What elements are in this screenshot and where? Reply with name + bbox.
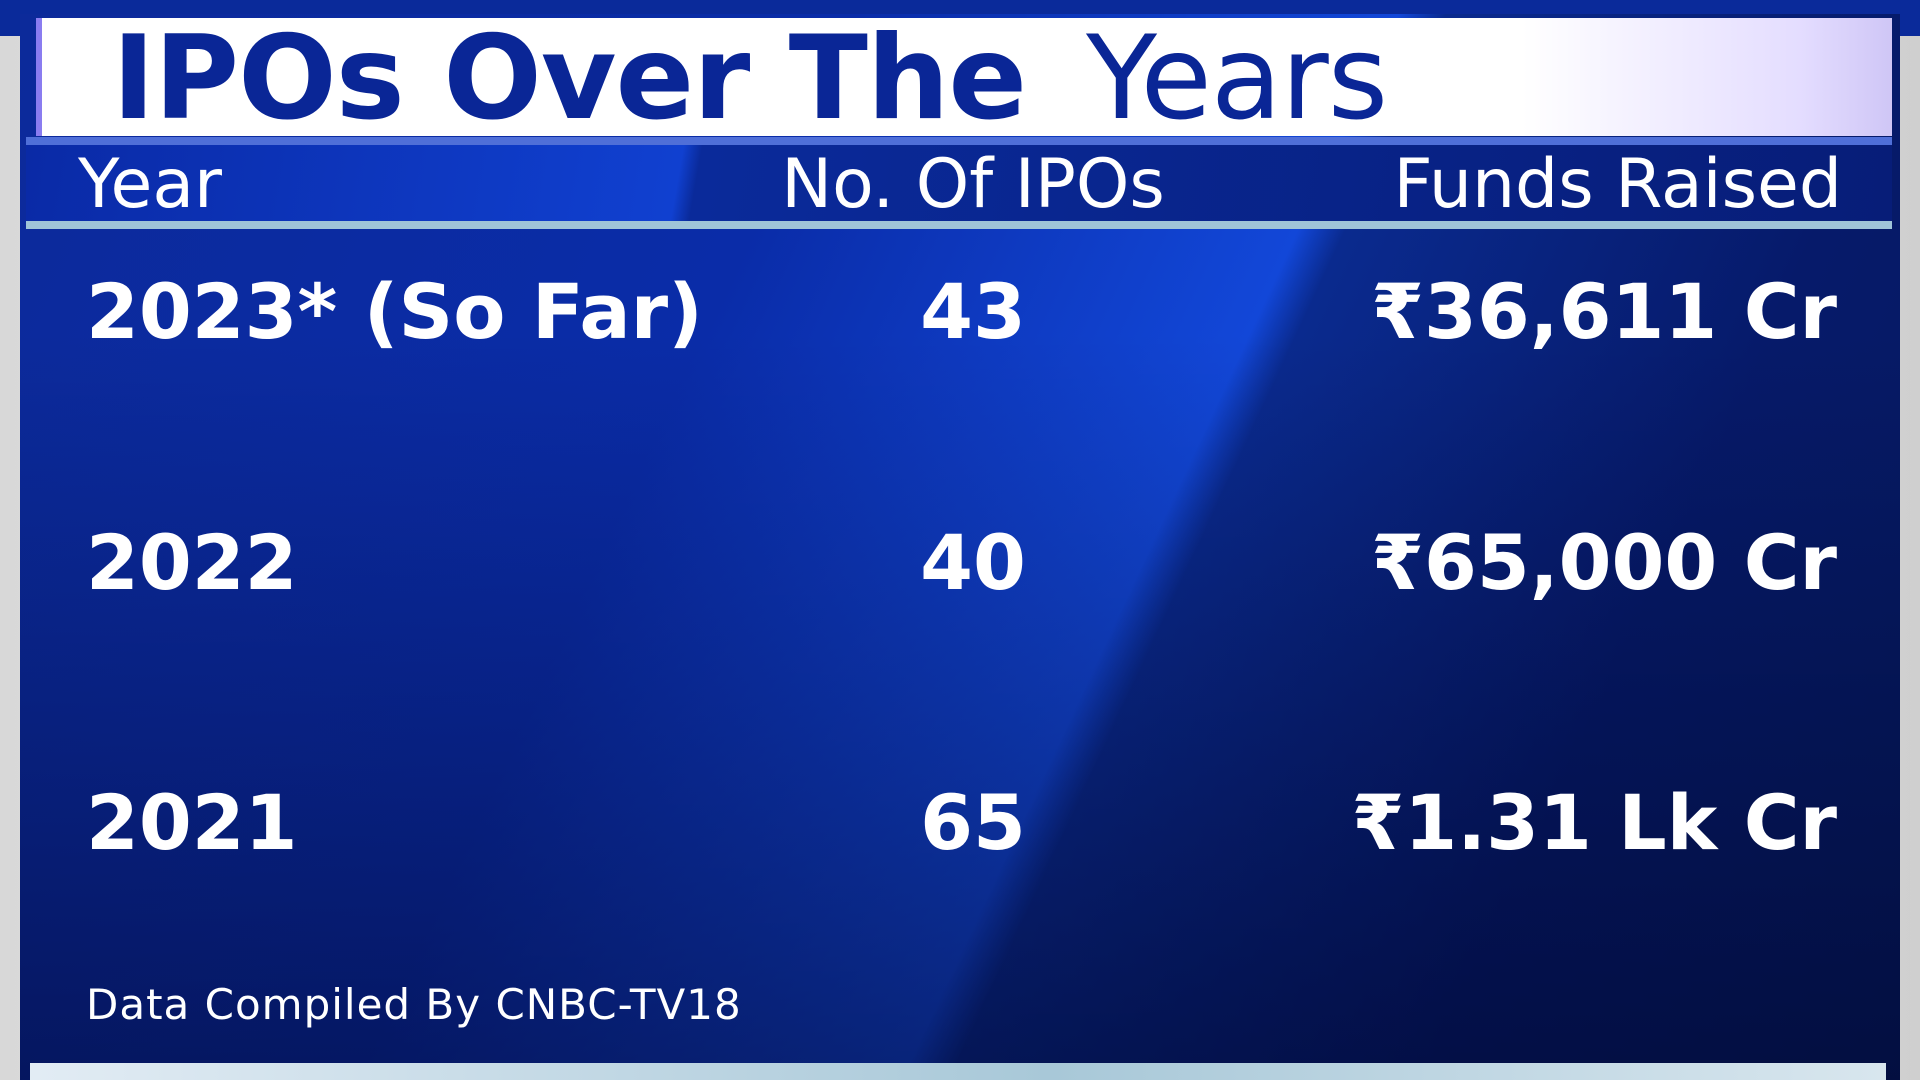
- title-bold: IPOs Over The: [112, 11, 1027, 146]
- funds-cell: ₹1.31 Lk Cr: [1351, 778, 1837, 867]
- header-year: Year: [78, 145, 222, 224]
- source-note: Data Compiled By CNBC-TV18: [86, 980, 742, 1029]
- page-title: IPOs Over The Years: [112, 20, 1388, 138]
- title-light: Years: [1086, 11, 1388, 146]
- table-row: 2021 65 ₹1.31 Lk Cr: [0, 778, 1920, 868]
- funds-cell: ₹36,611 Cr: [1371, 267, 1837, 356]
- year-cell: 2023* (So Far): [86, 267, 703, 356]
- ipos-cell: 65: [920, 778, 1026, 867]
- header-funds: Funds Raised: [1393, 145, 1842, 224]
- bottom-bar: [30, 1063, 1886, 1080]
- funds-cell: ₹65,000 Cr: [1371, 518, 1837, 607]
- year-cell: 2022: [86, 518, 298, 607]
- ipos-cell: 43: [920, 267, 1026, 356]
- table-row: 2022 40 ₹65,000 Cr: [0, 518, 1920, 608]
- table-row: 2023* (So Far) 43 ₹36,611 Cr: [0, 267, 1920, 357]
- year-cell: 2021: [86, 778, 298, 867]
- header-ipos: No. Of IPOs: [781, 145, 1165, 224]
- ipos-cell: 40: [920, 518, 1026, 607]
- table-header: Year No. Of IPOs Funds Raised: [26, 137, 1892, 229]
- title-band: IPOs Over The Years: [36, 18, 1892, 138]
